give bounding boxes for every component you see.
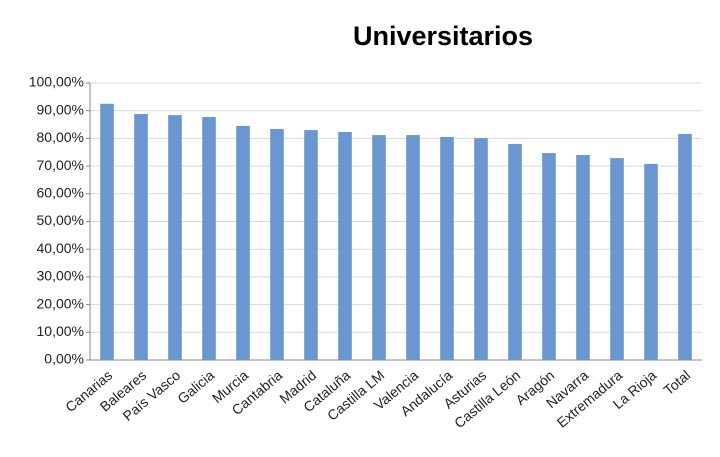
bar xyxy=(168,115,182,360)
bar xyxy=(610,158,624,360)
y-tick-label: 100,00% xyxy=(29,74,84,90)
y-tick-label: 90,00% xyxy=(37,101,84,117)
bar xyxy=(406,135,420,360)
bar xyxy=(134,114,148,360)
y-tick-label: 70,00% xyxy=(37,157,84,173)
bar xyxy=(678,133,692,360)
y-tick-label: 10,00% xyxy=(37,323,84,339)
y-tick-label: 40,00% xyxy=(37,240,84,256)
x-tick-label: Galicia xyxy=(174,367,217,407)
bar xyxy=(338,132,352,360)
bar xyxy=(100,103,114,361)
y-tick-label: 30,00% xyxy=(37,268,84,284)
bar xyxy=(270,128,284,360)
bar xyxy=(576,155,590,360)
chart-title: Universitarios xyxy=(353,21,533,51)
y-tick-label: 50,00% xyxy=(37,212,84,228)
bar xyxy=(202,117,216,360)
y-tick-label: 60,00% xyxy=(37,185,84,201)
y-tick-label: 20,00% xyxy=(37,295,84,311)
x-tick-label: Total xyxy=(660,367,693,398)
bar xyxy=(542,153,556,360)
bar xyxy=(644,163,658,360)
y-tick-label: 0,00% xyxy=(44,351,84,367)
bar xyxy=(474,138,488,360)
bar xyxy=(372,135,386,360)
bar xyxy=(508,143,522,360)
bar xyxy=(440,137,454,360)
bar xyxy=(304,130,318,360)
y-tick-label: 80,00% xyxy=(37,129,84,145)
bar xyxy=(236,125,250,360)
